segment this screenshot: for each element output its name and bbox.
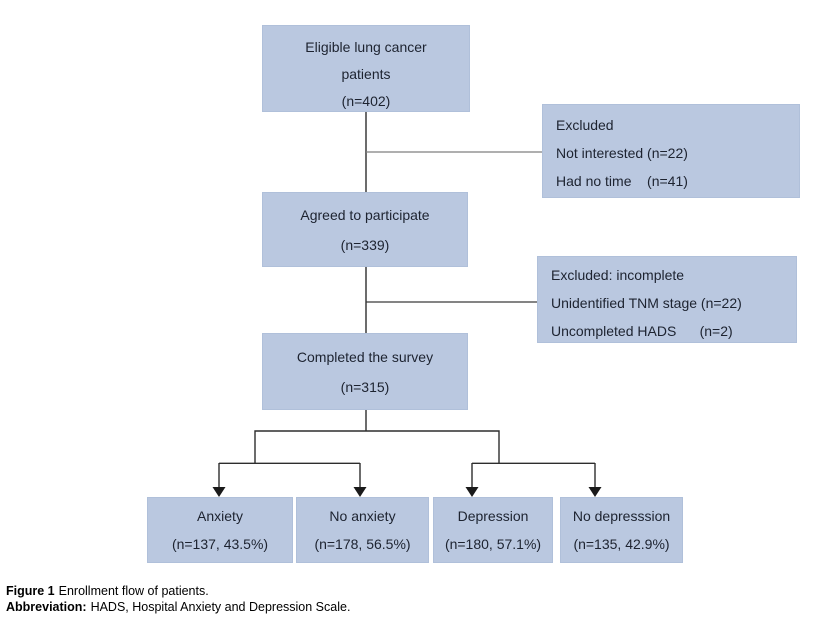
box-line: No anxiety xyxy=(329,508,396,524)
box-line: (n=135, 42.9%) xyxy=(573,536,670,552)
flow-box-no-anxiety: No anxiety (n=178, 56.5%) xyxy=(296,497,429,563)
box-line: Excluded: incomplete xyxy=(551,267,685,283)
flow-box-completed: Completed the survey (n=315) xyxy=(262,333,468,410)
box-line: Uncompleted HADS (n=2) xyxy=(551,323,733,339)
flow-box-eligible: Eligible lung cancer patients (n=402) xyxy=(262,25,470,112)
box-line: Had no time (n=41) xyxy=(556,173,688,189)
box-line: (n=339) xyxy=(340,237,390,253)
box-line: (n=402) xyxy=(341,93,391,109)
flow-box-excluded-incomplete: Excluded: incomplete Unidentified TNM st… xyxy=(537,256,797,343)
arrowhead-no-anxiety-icon xyxy=(353,487,367,497)
box-line: No depresssion xyxy=(572,508,671,524)
abbreviation-label: Abbreviation: xyxy=(6,600,87,614)
figure-caption-text: Enrollment flow of patients. xyxy=(58,584,209,598)
flow-box-depression: Depression (n=180, 57.1%) xyxy=(433,497,553,563)
box-line: (n=137, 43.5%) xyxy=(171,536,269,552)
split-bracket xyxy=(254,430,500,464)
box-line: Depression xyxy=(457,508,529,524)
box-line: Unidentified TNM stage (n=22) xyxy=(551,295,742,311)
figure-caption: Figure 1 Enrollment flow of patients. xyxy=(6,583,209,599)
box-line: Not interested (n=22) xyxy=(556,145,688,161)
box-line: Anxiety xyxy=(197,508,243,524)
box-line: (n=180, 57.1%) xyxy=(444,536,542,552)
box-line: Agreed to participate xyxy=(300,207,430,223)
arrowhead-anxiety-icon xyxy=(212,487,226,497)
abbreviation-note: Abbreviation: HADS, Hospital Anxiety and … xyxy=(6,599,350,615)
box-line: Excluded xyxy=(556,117,614,133)
arrowhead-no-depression-icon xyxy=(588,487,602,497)
abbreviation-text: HADS, Hospital Anxiety and Depression Sc… xyxy=(90,600,351,614)
flow-box-anxiety: Anxiety (n=137, 43.5%) xyxy=(147,497,293,563)
box-line: (n=178, 56.5%) xyxy=(314,536,411,552)
flow-box-excluded-refusal: Excluded Not interested (n=22) Had no ti… xyxy=(542,104,800,198)
flow-box-no-depression: No depresssion (n=135, 42.9%) xyxy=(560,497,683,563)
flow-box-agreed: Agreed to participate (n=339) xyxy=(262,192,468,267)
arrowhead-depression-icon xyxy=(465,487,479,497)
box-line: (n=315) xyxy=(340,379,390,395)
box-line: Completed the survey xyxy=(296,349,434,365)
box-line: Eligible lung cancer xyxy=(305,39,427,55)
box-line: patients xyxy=(341,66,391,82)
figure-caption-label: Figure 1 xyxy=(6,584,55,598)
